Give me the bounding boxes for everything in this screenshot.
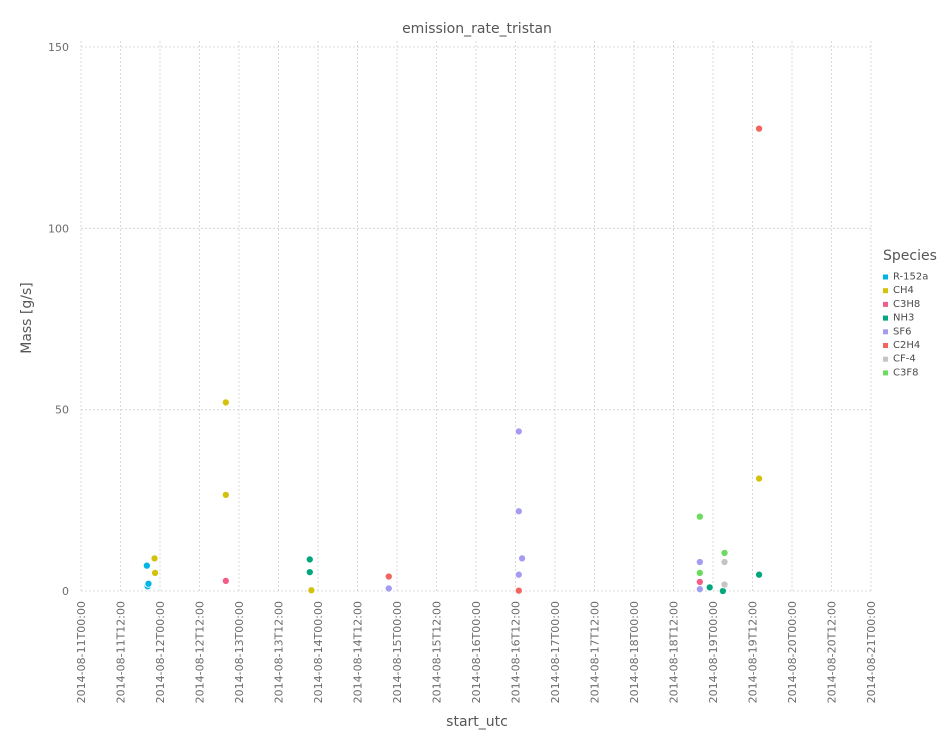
data-point-ch4 — [221, 398, 230, 407]
legend-swatch — [883, 356, 888, 362]
y-tick-label: 0 — [62, 585, 69, 598]
x-tick-label: 2014-08-16T12:00 — [510, 601, 523, 703]
x-tick-label: 2014-08-14T00:00 — [312, 601, 325, 703]
data-point-ch4 — [150, 554, 159, 563]
x-tick-label: 2014-08-15T00:00 — [391, 601, 404, 703]
data-point-sf6 — [514, 570, 523, 579]
data-point-sf6 — [514, 427, 523, 436]
legend-swatch — [883, 343, 888, 348]
data-point-c3f8 — [695, 512, 704, 521]
legend-swatch — [883, 301, 888, 307]
data-point-r-152a — [142, 561, 151, 570]
y-tick-label: 150 — [48, 41, 69, 54]
data-points — [142, 124, 764, 596]
legend-label: C3H8 — [893, 299, 920, 310]
data-point-c3h8 — [695, 577, 704, 586]
legend-label: SF6 — [893, 326, 911, 337]
x-tick-label: 2014-08-11T12:00 — [115, 601, 128, 703]
x-tick-label: 2014-08-18T00:00 — [628, 601, 641, 703]
data-point-ch4 — [221, 490, 230, 499]
x-tick-label: 2014-08-18T12:00 — [668, 601, 681, 703]
legend: Species R-152a CH4 C3H8 NH3 SF6 C2H4 CF-4 C3F8 — [883, 248, 937, 378]
x-tick-label: 2014-08-14T12:00 — [352, 601, 365, 703]
legend-swatch — [883, 329, 888, 335]
data-point-ch4 — [307, 586, 316, 595]
x-tick-label: 2014-08-11T00:00 — [75, 601, 88, 703]
x-tick-label: 2014-08-16T00:00 — [470, 601, 483, 703]
data-point-cf-4 — [720, 557, 729, 567]
data-point-sf6 — [695, 585, 704, 594]
legend-items: R-152a CH4 C3H8 NH3 SF6 C2H4 CF-4 C3F8 — [883, 272, 928, 378]
data-point-sf6 — [695, 557, 704, 567]
legend-label: C2H4 — [893, 340, 920, 351]
data-point-nh3 — [305, 555, 314, 564]
legend-swatch — [883, 315, 888, 321]
y-axis-label: Mass [g/s] — [19, 282, 35, 354]
data-point-c3h8 — [221, 576, 230, 585]
x-axis-label: start_utc — [446, 714, 508, 730]
data-point-c2h4 — [514, 586, 523, 595]
data-point-sf6 — [384, 584, 393, 593]
legend-title: Species — [883, 248, 937, 264]
legend-label: NH3 — [893, 313, 914, 324]
data-point-r-152a — [144, 579, 153, 588]
x-tick-label: 2014-08-21T00:00 — [865, 601, 878, 703]
data-point-cf-4 — [720, 580, 729, 589]
data-point-c2h4 — [755, 124, 764, 133]
x-tick-label: 2014-08-20T00:00 — [786, 601, 799, 703]
x-tick-label: 2014-08-20T12:00 — [826, 601, 839, 703]
x-tick-label: 2014-08-15T12:00 — [431, 601, 444, 703]
x-tick-label: 2014-08-13T00:00 — [233, 601, 246, 703]
x-tick-label: 2014-08-17T00:00 — [549, 601, 562, 703]
y-tick-labels: 0 50 100 150 — [48, 41, 69, 598]
data-point-nh3 — [305, 568, 314, 577]
x-tick-labels: 2014-08-11T00:00 2014-08-11T12:00 2014-08-… — [75, 601, 878, 703]
legend-swatch — [883, 370, 888, 376]
legend-label: CH4 — [893, 285, 914, 296]
data-point-ch4 — [755, 474, 764, 483]
y-tick-label: 50 — [55, 404, 69, 417]
data-point-c3f8 — [720, 548, 729, 557]
data-point-nh3 — [718, 586, 727, 596]
y-tick-label: 100 — [48, 222, 69, 235]
x-tick-label: 2014-08-12T00:00 — [154, 601, 167, 703]
chart-title: emission_rate_tristan — [402, 21, 552, 37]
x-tick-label: 2014-08-19T00:00 — [707, 601, 720, 703]
legend-label: C3F8 — [893, 367, 918, 378]
legend-label: CF-4 — [893, 354, 916, 365]
legend-swatch — [883, 274, 888, 280]
data-point-sf6 — [518, 554, 527, 563]
x-tick-label: 2014-08-19T12:00 — [747, 601, 760, 703]
data-point-nh3 — [705, 583, 714, 592]
x-tick-label: 2014-08-12T12:00 — [194, 601, 207, 703]
x-tick-label: 2014-08-17T12:00 — [589, 601, 602, 703]
grid-lines — [80, 41, 872, 592]
data-point-sf6 — [514, 507, 523, 516]
legend-label: R-152a — [893, 272, 928, 283]
x-tick-label: 2014-08-13T12:00 — [273, 601, 286, 703]
data-point-ch4 — [151, 568, 160, 577]
data-point-nh3 — [755, 570, 764, 579]
data-point-c2h4 — [384, 572, 393, 581]
data-point-c3f8 — [695, 568, 704, 577]
legend-swatch — [883, 288, 888, 294]
